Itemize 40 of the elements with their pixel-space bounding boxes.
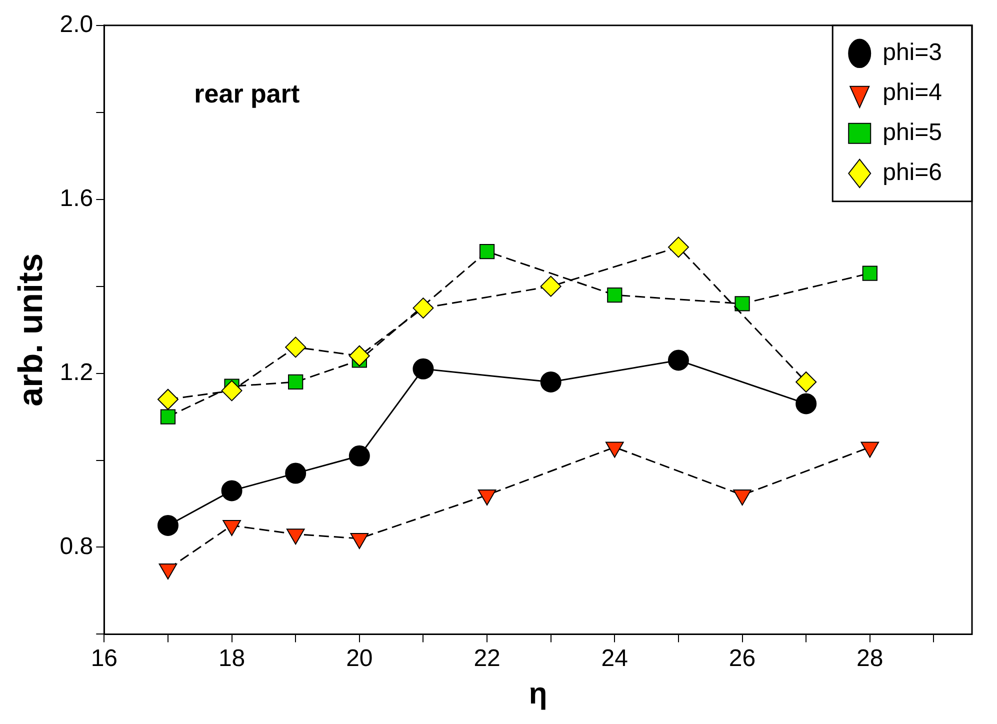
- point: [412, 358, 434, 380]
- point: [796, 393, 817, 414]
- point: [862, 266, 878, 281]
- point: [285, 462, 306, 484]
- y-tick-label: 0.8: [60, 532, 94, 560]
- point: [221, 380, 242, 402]
- point: [607, 287, 622, 303]
- x-tick-label: 24: [601, 645, 628, 672]
- point: [348, 345, 370, 366]
- y-tick-label: 1.2: [60, 358, 94, 386]
- y-axis-title: arb. units: [12, 253, 50, 406]
- y-tick-label: 1.6: [60, 184, 94, 212]
- legend-label: phi=3: [882, 39, 942, 66]
- point: [221, 480, 242, 502]
- point: [540, 276, 562, 297]
- legend-label: phi=4: [882, 79, 942, 106]
- point: [348, 445, 370, 466]
- y-tick-label: 2.0: [60, 11, 94, 38]
- x-axis-title: η: [528, 677, 548, 710]
- legend-label: phi=5: [882, 119, 942, 146]
- point: [412, 298, 434, 319]
- point: [160, 409, 176, 424]
- point: [157, 388, 178, 410]
- x-tick-label: 26: [728, 645, 756, 672]
- point: [288, 374, 304, 390]
- point: [796, 371, 817, 392]
- point: [668, 236, 689, 258]
- x-tick-label: 20: [346, 645, 373, 672]
- x-tick-label: 22: [474, 645, 500, 672]
- point: [734, 296, 750, 312]
- x-tick-label: 16: [90, 645, 118, 672]
- point: [540, 371, 562, 392]
- point: [479, 244, 495, 260]
- point: [157, 514, 178, 536]
- legend-label: phi=6: [882, 159, 942, 186]
- x-tick-label: 18: [218, 645, 246, 672]
- point: [668, 350, 689, 371]
- annotation: rear part: [194, 78, 300, 109]
- x-tick-label: 28: [856, 645, 884, 672]
- point: [285, 336, 306, 358]
